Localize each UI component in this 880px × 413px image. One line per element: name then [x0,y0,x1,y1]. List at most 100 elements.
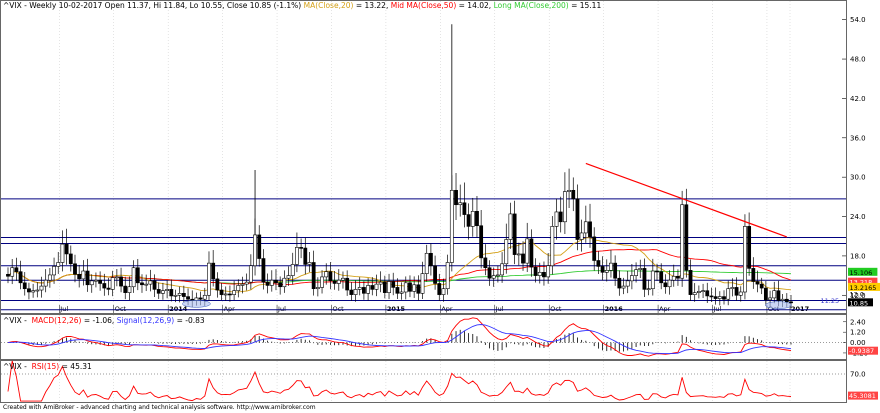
price-badge-bg [848,282,880,291]
candle-body [600,266,605,273]
candle-body [784,298,789,303]
x-tick-label: 2016 [605,305,624,313]
x-tick-label: Jul [495,305,504,313]
candle-body [106,287,111,290]
x-tick-label: Jul [277,305,286,313]
candle-body [479,225,484,259]
candle-body [378,281,383,285]
low-zone-ellipse [765,301,792,309]
candle-body [571,189,576,200]
candle-body [495,274,500,277]
candle-body [362,287,366,294]
candle-body [357,287,362,290]
candle-body [73,263,77,275]
candle-body [483,257,488,269]
candle-body [135,267,140,284]
candle-body [525,238,530,264]
candle-body [399,291,404,294]
candle-body [684,204,689,271]
trendline [585,162,788,238]
candle-body [387,281,391,293]
price-y-tick-label: 12.0 [850,292,866,300]
candle-body [717,296,722,299]
candle-body [550,226,555,267]
candle-body [278,282,283,288]
candle-body [412,284,417,292]
signal-line [7,324,792,355]
candle-body [575,198,580,240]
candle-body [609,262,613,271]
candle-body [667,279,672,288]
candle-body [454,189,458,206]
candle-body [533,266,538,276]
price-pane-header: ^VIX - Weekly 10-02-2017 Open 11.37, Hi … [3,1,601,10]
candle-body [22,282,27,290]
candle-body [353,289,358,295]
macd-value: = -1.06, [83,316,115,325]
candle-body [295,247,299,265]
candle-body [705,290,710,297]
candle-body [370,285,375,290]
signal-label: Signal(12,26,9) [116,316,175,325]
candle-body [286,275,291,279]
price-pane-frame [0,0,847,314]
candle-body [391,281,396,288]
price-y-tick-label: 42.0 [850,95,866,103]
candle-body [470,210,475,227]
candle-body [487,267,492,279]
candle-body [240,283,245,286]
rsi-pane-header: ^VIX - RSI(15) = 45.31 [3,362,92,371]
x-tick-label: Oct [115,305,127,313]
candle-body [140,282,144,286]
candle-body [119,276,123,287]
candle-body [567,189,571,192]
candle-body [161,290,165,294]
candle-body [85,270,90,286]
price-badge-label: 11.25 [821,297,840,305]
macd-badge-bg [848,346,878,355]
candle-body [726,288,731,300]
candle-body [529,238,534,268]
x-tick-label: Apr [224,305,236,313]
macd-prefix: ^VIX - [3,316,30,325]
candle-body [542,272,546,278]
x-tick-label: Oct [332,305,344,313]
x-tick-label: 2015 [387,305,406,313]
candle-body [43,279,48,287]
candle-body [274,279,278,284]
candle-body [558,211,563,223]
candle-body [102,283,107,289]
candle-body [211,262,216,280]
candle-body [462,202,467,215]
rsi-pane-frame [0,360,847,403]
candle-body [554,211,559,227]
candle-body [18,271,23,284]
rsi-label: RSI(15) [31,362,60,371]
candle-body [713,296,718,299]
candle-body [596,260,601,267]
x-tick-label: Oct [550,305,562,313]
candle-body [173,294,178,297]
ma-short-label: MA(Close,20) [303,1,354,10]
candle-body [144,283,149,286]
candle-body [64,243,69,255]
candle-body [688,270,693,295]
candle-body [395,287,400,294]
candle-body [332,280,337,284]
candle-body [500,263,504,276]
rsi-value: = 45.31 [61,362,92,371]
candle-body [6,273,10,277]
candle-body [35,289,40,292]
candle-body [232,290,237,295]
candle-body [466,214,471,227]
price-badge-bg [848,298,873,307]
candle-body [613,262,618,279]
candle-body [39,285,44,291]
candle-body [579,232,584,240]
candle-body [282,277,287,288]
candle-body [110,277,115,290]
price-ohlc: Open 11.37, Hi 11.84, Lo 10.55, Close 10… [104,1,302,10]
candle-body [207,262,211,296]
macd-y-tick-label: 1.20 [850,329,866,337]
candle-body [94,279,98,282]
